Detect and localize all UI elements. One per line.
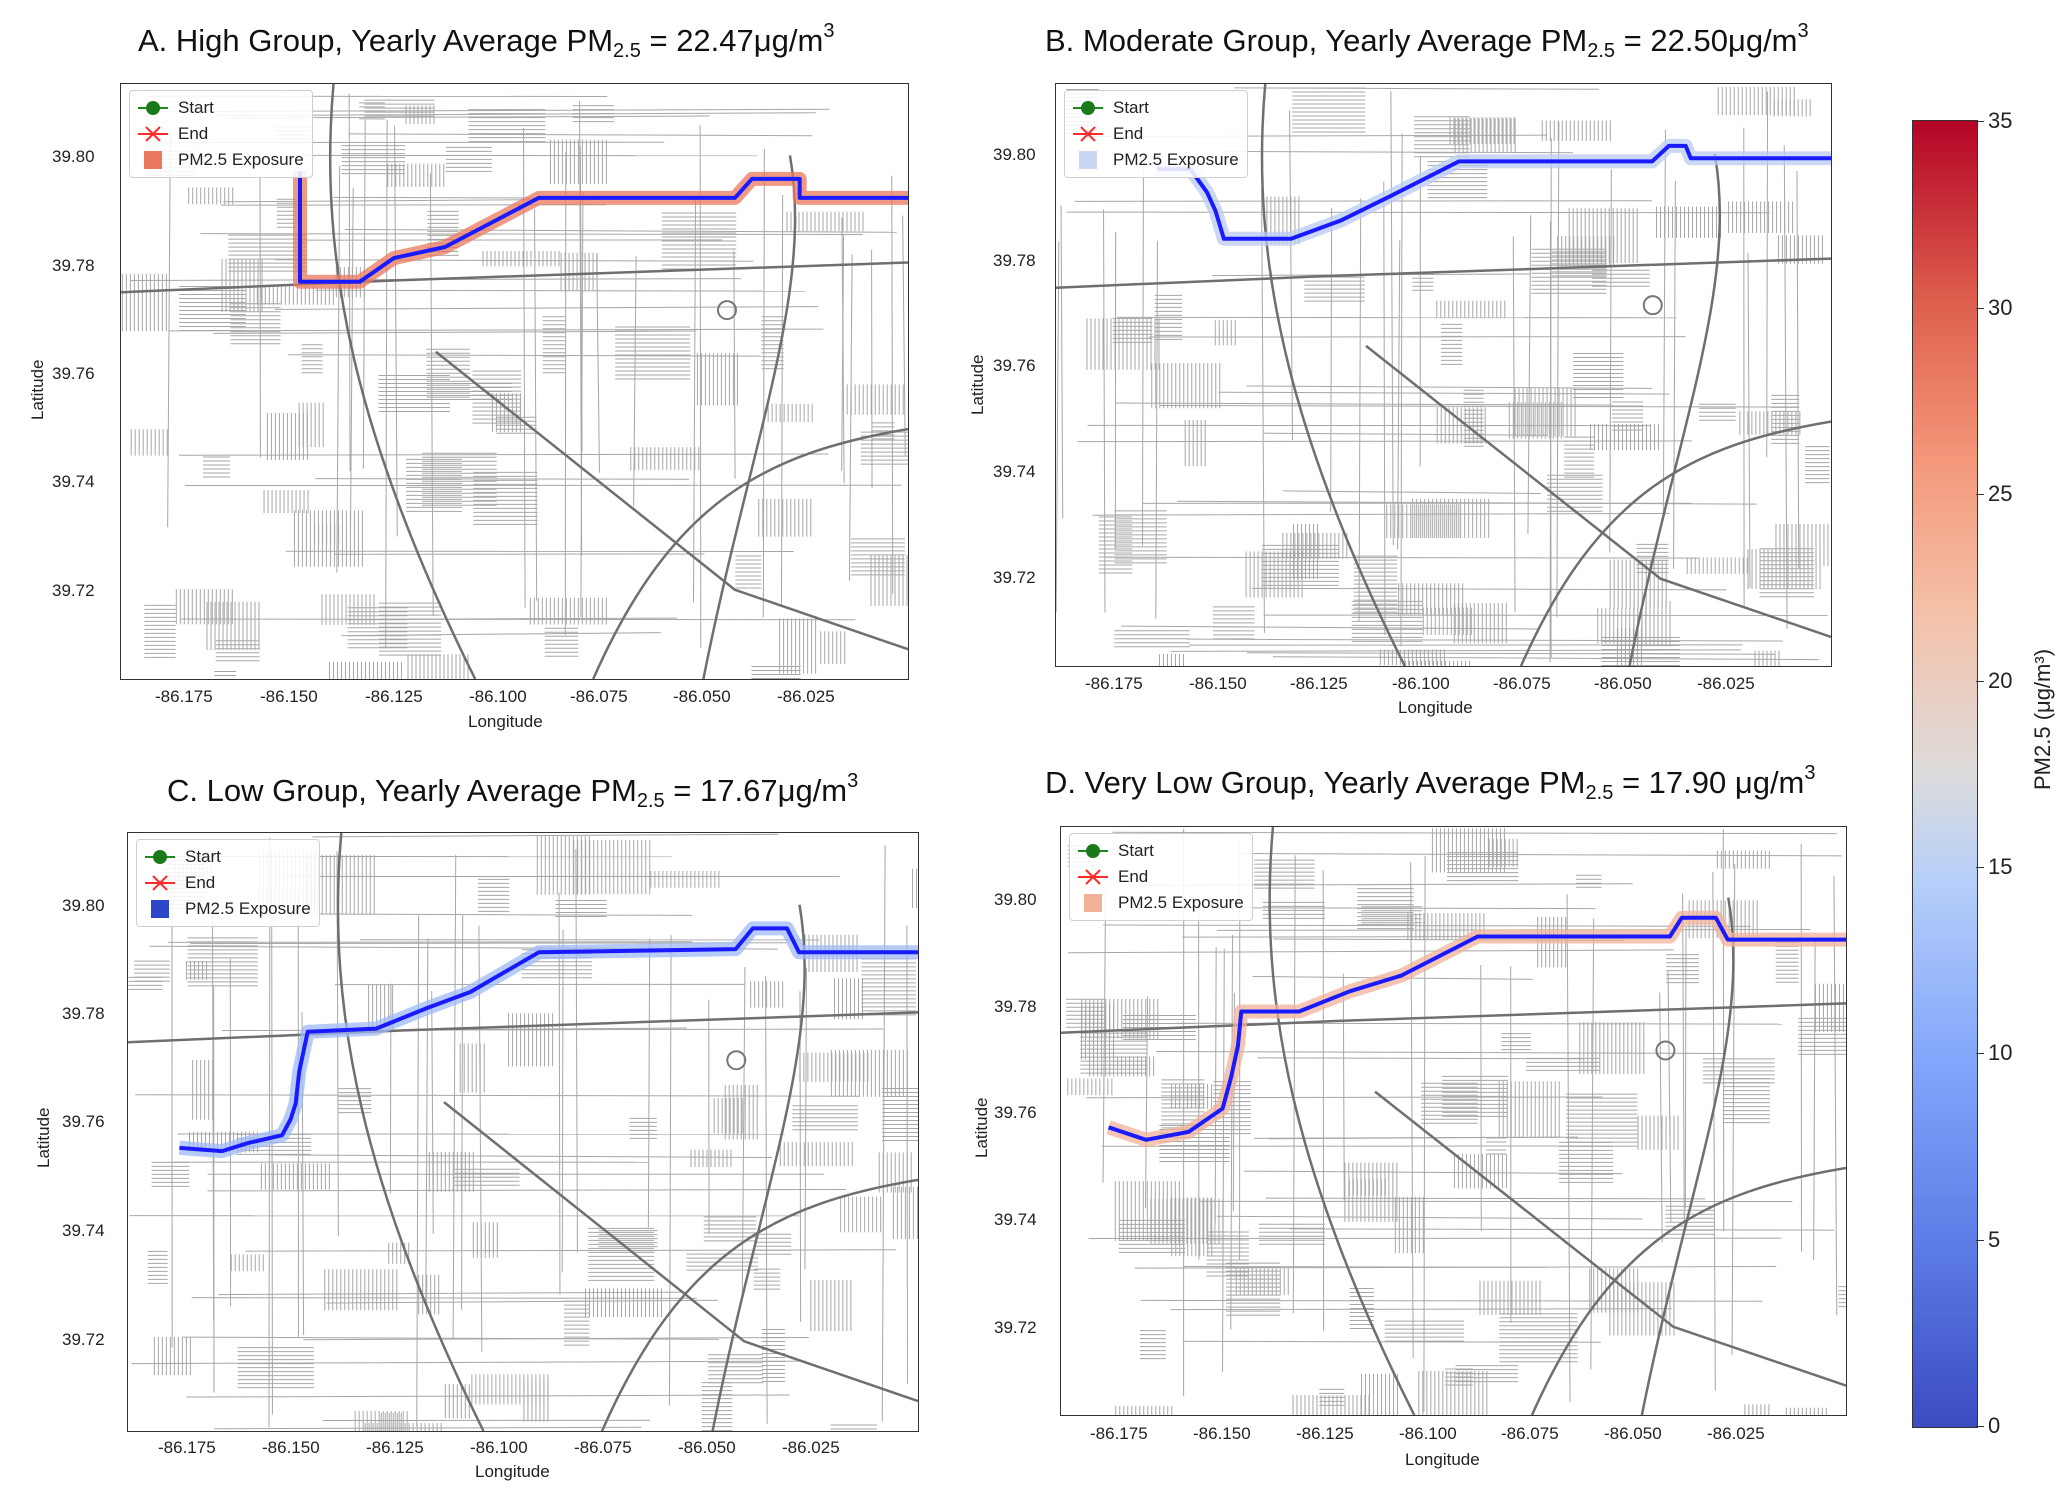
legend-exposure: PM2.5 Exposure bbox=[1076, 890, 1244, 916]
panel-d-legend: Start End PM2.5 Exposure bbox=[1069, 833, 1253, 921]
colorbar-tick: 35 bbox=[1975, 108, 2013, 133]
colorbar-tick: 20 bbox=[1975, 668, 2013, 693]
route-line bbox=[1156, 143, 1831, 241]
legend-exposure: PM2.5 Exposure bbox=[143, 896, 311, 922]
highway-lines bbox=[1061, 827, 1846, 1415]
road-lines bbox=[1066, 828, 1846, 1415]
legend-end: End bbox=[1076, 864, 1244, 890]
route-line bbox=[1107, 915, 1846, 1142]
panel-b-map[interactable]: Start End PM2.5 Exposure bbox=[1055, 83, 1832, 667]
panel-c-route bbox=[178, 921, 918, 1159]
colorbar-tick: 5 bbox=[1975, 1227, 2001, 1252]
panel-a-ylabel: Latitude bbox=[28, 359, 47, 421]
panel-d-xlabel: Longitude bbox=[1405, 1450, 1480, 1469]
panel-a-xlabel: Longitude bbox=[468, 712, 543, 731]
panel-b-route bbox=[1156, 138, 1831, 316]
highway-lines bbox=[128, 833, 918, 1431]
panel-b-road-network bbox=[1056, 84, 1831, 666]
interchange-circle bbox=[1655, 1040, 1676, 1061]
colorbar-tick: 0 bbox=[1975, 1413, 2001, 1438]
panel-c-map[interactable]: Start End PM2.5 Exposure bbox=[127, 832, 919, 1432]
colorbar-tick: 15 bbox=[1975, 854, 2013, 879]
interchange-circle bbox=[716, 300, 737, 321]
panel-c-ylabel: Latitude bbox=[34, 1107, 53, 1169]
legend-end: End bbox=[136, 121, 304, 147]
legend-end: End bbox=[1071, 121, 1239, 147]
highway-lines bbox=[1056, 84, 1831, 666]
legend-exposure: PM2.5 Exposure bbox=[136, 147, 304, 173]
panel-d-ylabel: Latitude bbox=[972, 1097, 991, 1159]
legend-start: Start bbox=[143, 844, 311, 870]
panel-a-road-network bbox=[121, 84, 908, 679]
panel-d-route bbox=[1106, 910, 1846, 1147]
panel-a-route bbox=[293, 171, 908, 321]
interchange-circle bbox=[1642, 295, 1663, 316]
road-lines bbox=[1056, 86, 1830, 666]
panel-c-xlabel: Longitude bbox=[475, 1462, 550, 1481]
panel-a-map[interactable]: Start End PM2.5 Exposure bbox=[120, 83, 909, 680]
road-lines bbox=[121, 93, 908, 679]
legend-exposure: PM2.5 Exposure bbox=[1071, 147, 1239, 173]
colorbar-tick: 30 bbox=[1975, 295, 2013, 320]
panel-a-title: A. High Group, Yearly Average PM2.5 = 22… bbox=[138, 20, 835, 62]
panel-a-legend: Start End PM2.5 Exposure bbox=[129, 90, 313, 178]
panel-c-legend: Start End PM2.5 Exposure bbox=[136, 839, 320, 927]
route-line bbox=[179, 926, 918, 1154]
interchange-circle bbox=[726, 1050, 747, 1071]
panel-b-xlabel: Longitude bbox=[1398, 698, 1473, 717]
highway-lines bbox=[121, 84, 908, 679]
legend-start: Start bbox=[136, 95, 304, 121]
route-line bbox=[298, 171, 908, 284]
colorbar-tick: 25 bbox=[1975, 481, 2013, 506]
panel-b-legend: Start End PM2.5 Exposure bbox=[1064, 90, 1248, 178]
panel-b-ylabel: Latitude bbox=[968, 354, 987, 416]
panel-d-map[interactable]: Start End PM2.5 Exposure bbox=[1060, 826, 1847, 1416]
legend-end: End bbox=[143, 870, 311, 896]
panel-d-title: D. Very Low Group, Yearly Average PM2.5 … bbox=[1045, 762, 1816, 804]
pm25-colorbar bbox=[1912, 120, 1978, 1428]
pm25-exposure-band bbox=[1106, 910, 1846, 1147]
panel-b-title: B. Moderate Group, Yearly Average PM2.5 … bbox=[1045, 20, 1809, 62]
colorbar-tick: 10 bbox=[1975, 1040, 2013, 1065]
legend-start: Start bbox=[1071, 95, 1239, 121]
panel-c-title: C. Low Group, Yearly Average PM2.5 = 17.… bbox=[167, 770, 859, 812]
legend-start: Start bbox=[1076, 838, 1244, 864]
panel-d-road-network bbox=[1061, 827, 1846, 1415]
colorbar-label: PM2.5 (μg/m³) bbox=[2030, 648, 2055, 790]
pm25-exposure-band bbox=[1156, 138, 1831, 246]
